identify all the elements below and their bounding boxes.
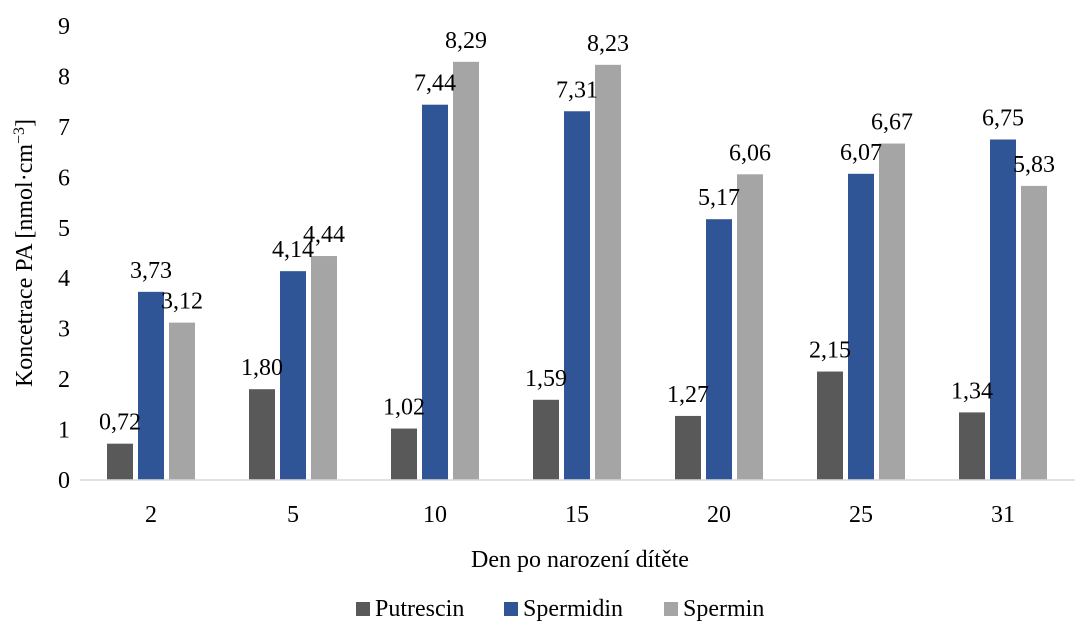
bar-putrescin-20 <box>675 415 701 480</box>
data-label-putrescin-15: 1,59 <box>525 366 567 392</box>
data-label-spermidin-15: 7,31 <box>556 77 598 103</box>
legend-swatch-spermin <box>664 602 678 616</box>
bar-putrescin-10 <box>391 428 417 480</box>
bar-spermidin-2 <box>138 291 164 480</box>
bar-putrescin-15 <box>533 399 559 480</box>
x-tick-label: 5 <box>287 502 299 528</box>
bar-spermin-10 <box>453 61 479 481</box>
y-axis-title-end: ] <box>12 119 38 127</box>
bar-putrescin-31 <box>959 412 985 480</box>
bar-spermidin-25 <box>848 173 874 480</box>
legend-swatch-putrescin <box>356 602 370 616</box>
legend-label-spermidin: Spermidin <box>523 596 623 622</box>
data-label-spermin-31: 5,83 <box>1013 152 1055 178</box>
bar-putrescin-25 <box>817 371 843 480</box>
data-label-putrescin-2: 0,72 <box>99 410 141 436</box>
data-label-spermin-15: 8,23 <box>587 31 629 57</box>
y-axis-title: Koncetrace PA [nmol·cm−3] <box>11 119 39 387</box>
bar-spermidin-10 <box>422 104 448 481</box>
x-tick-label: 2 <box>145 502 157 528</box>
y-axis-ticks: 0 1 2 3 4 5 6 7 8 9 <box>58 14 70 494</box>
bar-putrescin-5 <box>249 389 275 480</box>
y-tick-label: 1 <box>58 418 70 444</box>
data-label-putrescin-5: 1,80 <box>241 355 283 381</box>
data-label-spermin-20: 6,06 <box>729 140 771 166</box>
y-tick-label: 2 <box>58 367 70 393</box>
data-label-putrescin-31: 1,34 <box>951 378 993 404</box>
bars <box>107 61 1047 481</box>
y-tick-label: 0 <box>58 468 70 494</box>
y-tick-label: 5 <box>58 216 70 242</box>
data-label-spermin-5: 4,44 <box>303 222 345 248</box>
y-axis-title-superscript: −3 <box>11 127 28 144</box>
bar-putrescin-2 <box>107 443 133 480</box>
y-axis-title-main: Koncetrace PA [nmol·cm <box>12 144 38 387</box>
x-tick-label: 15 <box>565 502 589 528</box>
bar-spermidin-20 <box>706 219 732 481</box>
bar-spermin-25 <box>879 143 905 480</box>
bar-spermidin-5 <box>280 271 306 480</box>
legend-label-putrescin: Putrescin <box>375 596 464 622</box>
y-tick-label: 8 <box>58 64 70 90</box>
y-tick-label: 9 <box>58 14 70 40</box>
x-axis-title: Den po narození dítěte <box>471 547 689 573</box>
x-tick-label: 25 <box>849 502 873 528</box>
y-tick-label: 6 <box>58 165 70 191</box>
data-label-spermidin-20: 5,17 <box>698 185 740 211</box>
data-labels: 0,72 3,73 3,12 1,80 4,144,44 1,02 7,44 8,29 1,59… <box>99 28 1055 436</box>
data-label-spermidin-5: 4,14 <box>272 237 314 263</box>
bar-spermin-15 <box>595 64 621 480</box>
x-tick-label: 20 <box>707 502 731 528</box>
x-tick-label: 31 <box>991 502 1015 528</box>
bar-spermidin-31 <box>990 139 1016 480</box>
data-label-putrescin-10: 1,02 <box>383 395 425 421</box>
data-label-spermin-10: 8,29 <box>445 28 487 54</box>
data-label-spermidin-10: 7,44 <box>414 71 456 97</box>
x-axis-ticks: 2 5 10 15 20 25 31 <box>145 502 1015 528</box>
data-label-spermin-25: 6,67 <box>871 110 913 136</box>
data-label-putrescin-25: 2,15 <box>809 338 851 364</box>
y-tick-label: 7 <box>58 115 70 141</box>
bar-spermidin-15 <box>564 111 590 481</box>
bar-spermin-31 <box>1021 185 1047 481</box>
bar-spermin-2 <box>169 322 195 480</box>
data-label-putrescin-20: 1,27 <box>667 382 709 408</box>
bar-spermin-5 <box>311 256 337 480</box>
y-tick-label: 4 <box>58 266 70 292</box>
data-label-spermidin-31: 6,75 <box>982 106 1024 132</box>
y-tick-label: 3 <box>58 317 70 343</box>
legend-swatch-spermidin <box>504 602 518 616</box>
data-label-spermidin-25: 6,07 <box>840 140 882 166</box>
legend-label-spermin: Spermin <box>683 596 764 622</box>
x-tick-label: 10 <box>423 502 447 528</box>
data-label-spermin-2: 3,12 <box>161 289 203 315</box>
bar-spermin-20 <box>737 174 763 480</box>
legend: Putrescin Spermidin Spermin <box>356 596 764 622</box>
data-label-spermidin-2: 3,73 <box>130 258 172 284</box>
